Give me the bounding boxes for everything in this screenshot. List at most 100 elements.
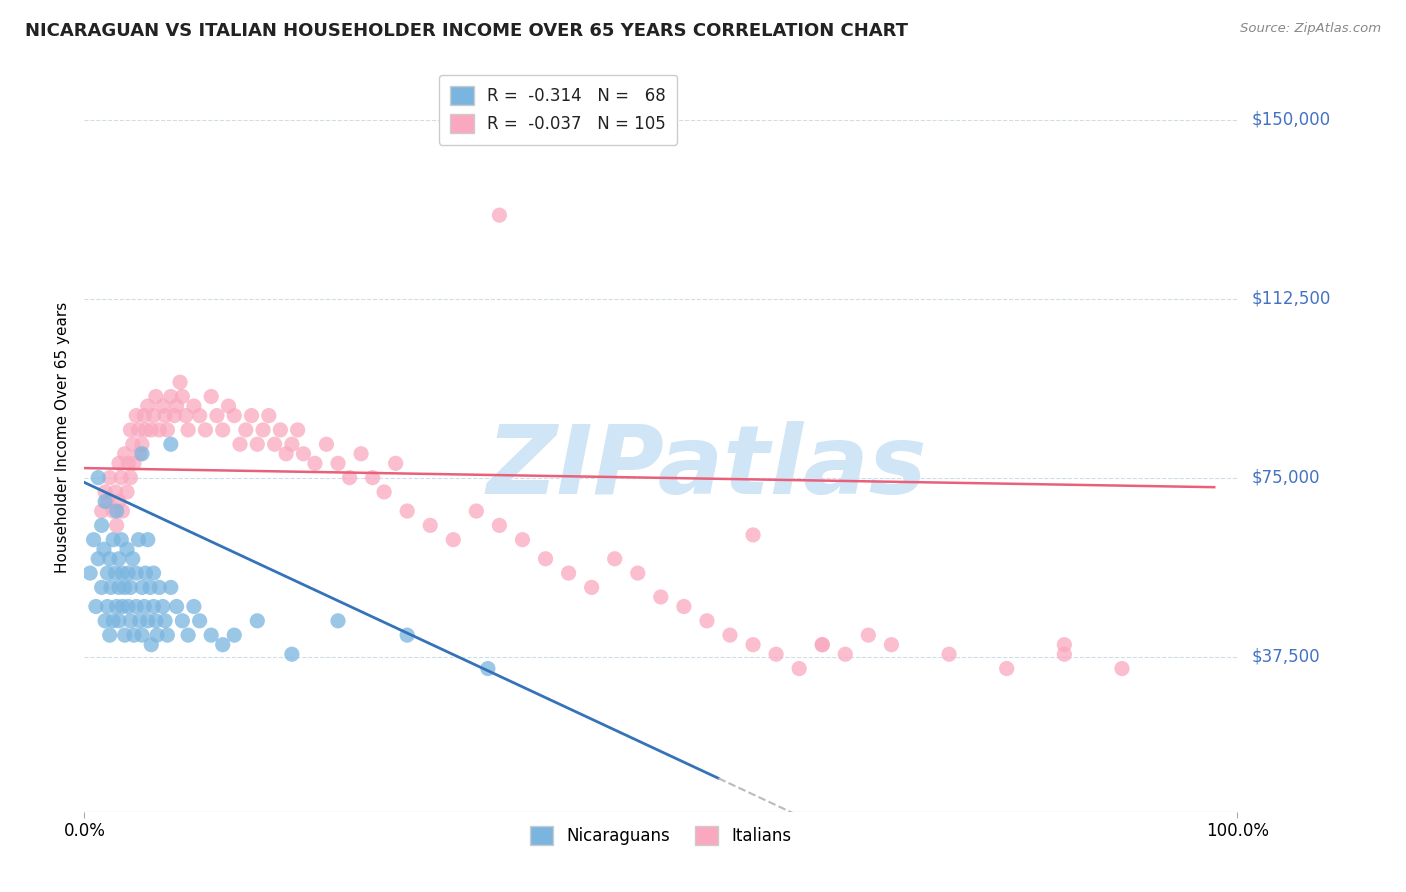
Point (87, 551, 110, 566)
Point (292, 447, 315, 461)
Point (488, 208, 510, 222)
Point (96, 566, 118, 580)
Point (94, 485, 117, 500)
Point (125, 566, 148, 580)
Point (246, 437, 269, 451)
Point (98, 551, 121, 566)
Point (153, 614, 176, 628)
Point (224, 628, 246, 642)
Point (160, 581, 183, 595)
Point (128, 423, 150, 437)
Point (156, 423, 179, 437)
Point (117, 456, 139, 470)
Point (834, 647, 856, 661)
Point (87, 470, 110, 484)
Text: ZIPatlas: ZIPatlas (486, 420, 927, 514)
Point (183, 399, 205, 413)
Point (145, 614, 167, 628)
Point (174, 409, 197, 423)
Point (194, 423, 217, 437)
Point (1111, 661, 1133, 675)
Point (269, 423, 291, 437)
Point (512, 533, 534, 547)
Point (79, 566, 101, 580)
Point (111, 566, 134, 580)
Point (139, 581, 162, 595)
Point (142, 599, 165, 614)
Point (103, 614, 124, 628)
Point (396, 628, 419, 642)
Point (172, 614, 194, 628)
Point (811, 638, 834, 652)
Point (880, 638, 903, 652)
Point (141, 638, 163, 652)
Point (650, 590, 672, 604)
Point (96, 599, 118, 614)
Text: $112,500: $112,500 (1251, 290, 1330, 308)
Point (105, 599, 128, 614)
Point (117, 599, 139, 614)
Point (136, 614, 159, 628)
Point (115, 542, 138, 557)
Point (765, 647, 787, 661)
Point (122, 628, 145, 642)
Point (90, 518, 112, 533)
Point (252, 423, 274, 437)
Point (117, 566, 139, 580)
Point (188, 409, 211, 423)
Point (108, 551, 131, 566)
Point (627, 566, 650, 580)
Text: $37,500: $37,500 (1251, 648, 1320, 665)
Point (1053, 647, 1076, 661)
Point (114, 447, 136, 461)
Point (98, 628, 121, 642)
Point (111, 504, 134, 518)
Point (281, 437, 304, 451)
Point (441, 533, 464, 547)
Point (128, 533, 150, 547)
Point (145, 390, 167, 404)
Point (718, 628, 741, 642)
Point (128, 614, 150, 628)
Point (419, 518, 441, 533)
Point (121, 551, 143, 566)
Point (281, 647, 304, 661)
Text: $75,000: $75,000 (1251, 468, 1320, 487)
Point (211, 638, 233, 652)
Point (361, 470, 384, 484)
Point (125, 599, 148, 614)
Point (96, 494, 118, 508)
Point (315, 437, 337, 451)
Point (100, 581, 122, 595)
Point (104, 566, 127, 580)
Point (177, 628, 200, 642)
Point (200, 628, 222, 642)
Point (276, 447, 298, 461)
Point (177, 423, 200, 437)
Point (152, 599, 174, 614)
Point (350, 447, 373, 461)
Point (858, 628, 880, 642)
Point (200, 390, 222, 404)
Point (94, 614, 117, 628)
Point (114, 628, 136, 642)
Y-axis label: Householder Income Over 65 years: Householder Income Over 65 years (55, 301, 70, 573)
Point (1053, 638, 1076, 652)
Point (108, 581, 131, 595)
Point (84, 599, 107, 614)
Point (120, 470, 142, 484)
Point (156, 628, 179, 642)
Point (136, 533, 159, 547)
Point (696, 614, 718, 628)
Point (105, 518, 128, 533)
Point (120, 423, 142, 437)
Point (108, 456, 131, 470)
Point (224, 409, 246, 423)
Point (134, 409, 156, 423)
Point (211, 423, 233, 437)
Point (477, 661, 499, 675)
Point (557, 566, 579, 580)
Point (131, 581, 153, 595)
Point (373, 485, 395, 500)
Point (304, 456, 326, 470)
